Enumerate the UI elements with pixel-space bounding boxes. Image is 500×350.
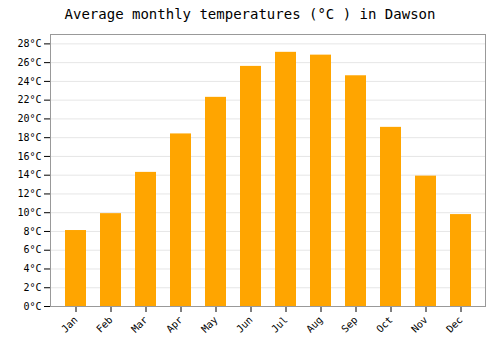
html-text:Average monthly temperatures (: Average monthly temperatures (°C ) in Da…	[64, 6, 436, 22]
svg-text:26°C: 26°C	[17, 57, 41, 68]
svg-text:18°C: 18°C	[17, 132, 41, 143]
svg-text:4°C: 4°C	[23, 263, 41, 274]
svg-text:Mar: Mar	[129, 314, 150, 335]
svg-text:May: May	[199, 314, 220, 335]
svg-text:Apr: Apr	[164, 314, 185, 335]
svg-text:2°C: 2°C	[23, 282, 41, 293]
svg-text:20°C: 20°C	[17, 113, 41, 124]
svg-text:0°C: 0°C	[23, 301, 41, 312]
svg-text:Jan: Jan	[59, 314, 80, 335]
svg-text:Sep: Sep	[339, 314, 360, 335]
svg-text:Jul: Jul	[269, 314, 290, 335]
svg-text:Aug: Aug	[304, 314, 325, 335]
svg-text:8°C: 8°C	[23, 226, 41, 237]
svg-text:6°C: 6°C	[23, 244, 41, 255]
svg-text:12°C: 12°C	[17, 188, 41, 199]
svg-text:Nov: Nov	[409, 314, 430, 335]
svg-text:24°C: 24°C	[17, 76, 41, 87]
svg-text:Jun: Jun	[234, 314, 255, 335]
svg-text:10°C: 10°C	[17, 207, 41, 218]
svg-text:22°C: 22°C	[17, 94, 41, 105]
svg-text:Feb: Feb	[94, 314, 115, 335]
svg-text:28°C: 28°C	[17, 38, 41, 49]
svg-text:Dec: Dec	[444, 314, 465, 335]
svg-text:16°C: 16°C	[17, 151, 41, 162]
svg-text:Oct: Oct	[374, 314, 395, 335]
svg-text:14°C: 14°C	[17, 169, 41, 180]
